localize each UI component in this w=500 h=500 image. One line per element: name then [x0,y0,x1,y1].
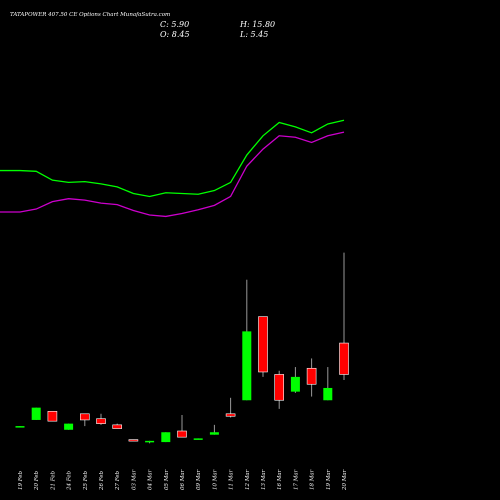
candle-body [193,438,203,440]
candle-body [290,376,300,392]
date-tick-label: 13 Mar [261,469,267,490]
candle-body [209,432,219,435]
candle-body [64,423,74,430]
candlesticks [15,252,349,444]
candle-body [96,418,106,424]
candle-body [47,411,58,422]
candle-body [225,413,236,417]
candle-body [242,331,252,401]
high-value: H: 15.80 [239,20,275,29]
indicator-lines [0,119,345,218]
date-tick-label: 10 Mar [212,469,218,490]
date-tick-label: 20 Feb [34,470,40,491]
candle-body [274,374,285,401]
date-tick-label: 12 Mar [245,469,251,490]
close-value: C: 5.90 [160,20,189,29]
candle-body [112,424,122,429]
candle-body [128,439,139,442]
candle-body [15,426,25,428]
date-tick-label: 26 Feb [99,470,105,491]
candle-body [145,440,155,443]
open-value: O: 8.45 [160,30,190,39]
date-tick-label: 06 Mar [180,469,186,490]
date-tick-label: 24 Feb [67,470,73,491]
candle-body [306,367,317,385]
candle-body [161,432,171,443]
upper-line [0,119,345,198]
date-tick-label: 16 Mar [277,469,283,490]
date-tick-label: 09 Mar [196,469,202,490]
candle-body [258,316,268,373]
date-tick-label: 19 Feb [18,470,24,490]
candle-body [323,387,333,401]
date-tick-label: 20 Mar [342,469,348,491]
date-tick-label: 19 Mar [326,469,332,490]
candle-body [339,342,349,375]
date-tick-label: 21 Feb [50,470,56,491]
candle-body [80,413,90,421]
date-tick-label: 17 Mar [293,469,299,490]
date-tick-label: 27 Feb [115,470,121,491]
date-tick-label: 05 Mar [164,469,170,490]
candle-body [177,430,187,438]
date-tick-label: 11 Mar [229,469,235,490]
chart-title: TATAPOWER 407.50 CE Options Chart Munafa… [10,12,170,18]
low-value: L: 5.45 [239,30,268,39]
date-axis: 19 Feb 20 Feb 21 Feb 24 Feb 25 Feb 26 Feb 27 F… [18,469,348,491]
date-tick-label: 04 Mar [148,469,154,490]
date-tick-label: 25 Feb [83,470,89,491]
date-tick-label: 03 Mar [131,469,137,490]
candle-body [31,407,41,420]
date-tick-label: 18 Mar [310,469,316,490]
lower-line [0,131,345,218]
